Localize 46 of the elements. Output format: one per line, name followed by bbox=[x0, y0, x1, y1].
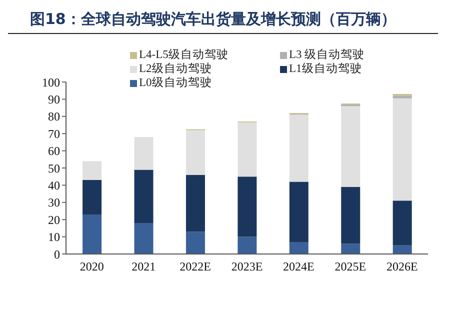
x-tick-label: 2022E bbox=[180, 260, 211, 274]
legend-label: L2级自动驾驶 bbox=[138, 62, 213, 76]
y-tick-label: 60 bbox=[48, 144, 60, 158]
x-tick-label: 2023E bbox=[231, 260, 263, 274]
bar bbox=[341, 106, 360, 187]
bar bbox=[289, 114, 308, 182]
bar bbox=[82, 161, 102, 180]
bar bbox=[186, 130, 205, 175]
x-tick-label: 2024E bbox=[283, 260, 314, 274]
bar bbox=[186, 174, 205, 232]
x-tick-label: 2021 bbox=[132, 260, 156, 274]
bar bbox=[238, 236, 257, 254]
bar bbox=[134, 137, 154, 170]
bar bbox=[392, 96, 412, 98]
y-tick-label: 80 bbox=[48, 110, 60, 124]
bar bbox=[392, 245, 412, 254]
y-tick-label: 30 bbox=[48, 196, 60, 210]
legend-label: L4-L5级自动驾驶 bbox=[138, 48, 230, 62]
x-tick-label: 2025E bbox=[334, 260, 366, 274]
bar bbox=[341, 244, 360, 254]
bar bbox=[392, 98, 412, 201]
y-tick-label: 40 bbox=[48, 178, 60, 192]
bar bbox=[238, 176, 257, 237]
legend-label: L1级自动驾驶 bbox=[288, 62, 363, 76]
bar bbox=[289, 182, 308, 242]
x-tick-label: 2026E bbox=[386, 260, 418, 274]
y-tick-label: 70 bbox=[48, 126, 60, 141]
bar bbox=[392, 200, 412, 246]
chart-title: 图18：全球自动驾驶汽车出货量及增长预测（百万辆） bbox=[8, 8, 438, 34]
y-tick-label: 10 bbox=[48, 230, 60, 244]
legend-label: L3 级自动驾驶 bbox=[288, 48, 366, 62]
bar bbox=[341, 186, 360, 244]
bar bbox=[289, 242, 308, 254]
y-tick-label: 20 bbox=[48, 212, 60, 227]
bar bbox=[186, 232, 205, 254]
y-tick-label: 0 bbox=[54, 247, 60, 262]
x-tick-label: 2020 bbox=[80, 260, 104, 274]
bar bbox=[134, 223, 154, 254]
bar bbox=[82, 214, 102, 254]
y-tick-label: 100 bbox=[42, 75, 60, 90]
bar bbox=[238, 122, 257, 177]
bar bbox=[82, 180, 102, 214]
bar bbox=[134, 170, 154, 224]
y-tick-label: 50 bbox=[48, 161, 60, 176]
legend-label: L0级自动驾驶 bbox=[138, 76, 213, 90]
y-tick-label: 90 bbox=[48, 92, 60, 106]
